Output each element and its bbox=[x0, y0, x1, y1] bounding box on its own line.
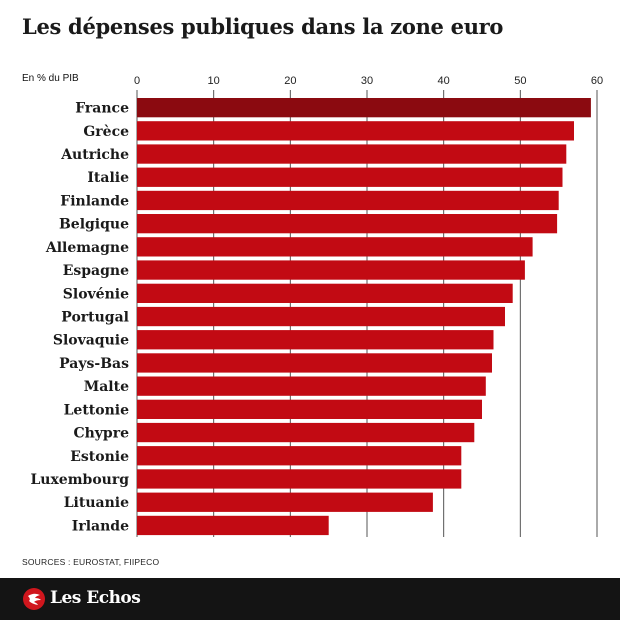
x-tick-label: 30 bbox=[361, 75, 373, 87]
bar-slovénie bbox=[137, 283, 513, 303]
x-axis-ticks: 0 10 20 30 40 50 60 bbox=[134, 75, 603, 87]
category-label: Slovénie bbox=[63, 286, 129, 302]
category-label: Slovaquie bbox=[53, 333, 129, 349]
x-tick-label: 40 bbox=[438, 75, 450, 87]
category-label: Italie bbox=[87, 170, 129, 186]
bar-portugal bbox=[137, 306, 505, 327]
bar-france bbox=[137, 98, 591, 118]
category-label: Autriche bbox=[60, 147, 129, 163]
bar-slovaquie bbox=[137, 330, 494, 350]
category-label: Estonie bbox=[70, 449, 129, 465]
category-label: Allemagne bbox=[45, 240, 129, 256]
category-labels: France Grèce Autriche Italie Finlande Belgiqu… bbox=[30, 101, 129, 535]
bars bbox=[137, 98, 591, 536]
category-label: Luxembourg bbox=[30, 472, 129, 488]
x-tick-label: 0 bbox=[134, 75, 140, 87]
source-note: SOURCES : EUROSTAT, FIIPECO bbox=[22, 557, 160, 567]
category-label: Belgique bbox=[59, 217, 129, 233]
x-tick-label: 60 bbox=[591, 75, 603, 87]
category-label: Grèce bbox=[83, 124, 129, 140]
bar-belgique bbox=[137, 214, 558, 234]
bar-luxembourg bbox=[137, 469, 462, 489]
category-label: Lettonie bbox=[64, 402, 130, 418]
bar-lituanie bbox=[137, 492, 433, 512]
bar-espagne bbox=[137, 260, 525, 280]
bar-irlande bbox=[137, 515, 329, 536]
bar-autriche bbox=[137, 144, 567, 164]
footer-bar: Les Echos bbox=[0, 578, 620, 620]
bar-estonie bbox=[137, 446, 462, 466]
bar-italie bbox=[137, 167, 563, 187]
bar-pays-bas bbox=[137, 353, 492, 373]
unit-label: En % du PIB bbox=[22, 73, 79, 84]
category-label: Irlande bbox=[72, 518, 129, 534]
category-label: Chypre bbox=[73, 426, 129, 442]
category-label: Portugal bbox=[61, 310, 129, 326]
category-label: Lituanie bbox=[64, 495, 129, 511]
bar-chypre bbox=[137, 422, 475, 443]
category-label: France bbox=[75, 101, 129, 117]
x-tick-label: 10 bbox=[208, 75, 220, 87]
bar-finlande bbox=[137, 190, 559, 211]
bar-malte bbox=[137, 376, 486, 396]
category-label: Malte bbox=[84, 379, 129, 395]
category-label: Pays-Bas bbox=[59, 356, 129, 372]
brand-name: Les Echos bbox=[50, 588, 141, 608]
category-label: Finlande bbox=[60, 193, 129, 209]
bar-chart: 0 10 20 30 40 50 60 FranceGrèceAutricheItalieF… bbox=[30, 75, 603, 537]
bar-lettonie bbox=[137, 399, 482, 419]
chart-title: Les dépenses publiques dans la zone euro bbox=[22, 14, 504, 39]
category-label: Espagne bbox=[63, 263, 129, 279]
les-echos-logo-icon bbox=[23, 588, 45, 610]
x-tick-label: 50 bbox=[514, 75, 526, 87]
x-tick-label: 20 bbox=[284, 75, 296, 87]
bar-grèce bbox=[137, 121, 574, 141]
bar-allemagne bbox=[137, 237, 533, 257]
